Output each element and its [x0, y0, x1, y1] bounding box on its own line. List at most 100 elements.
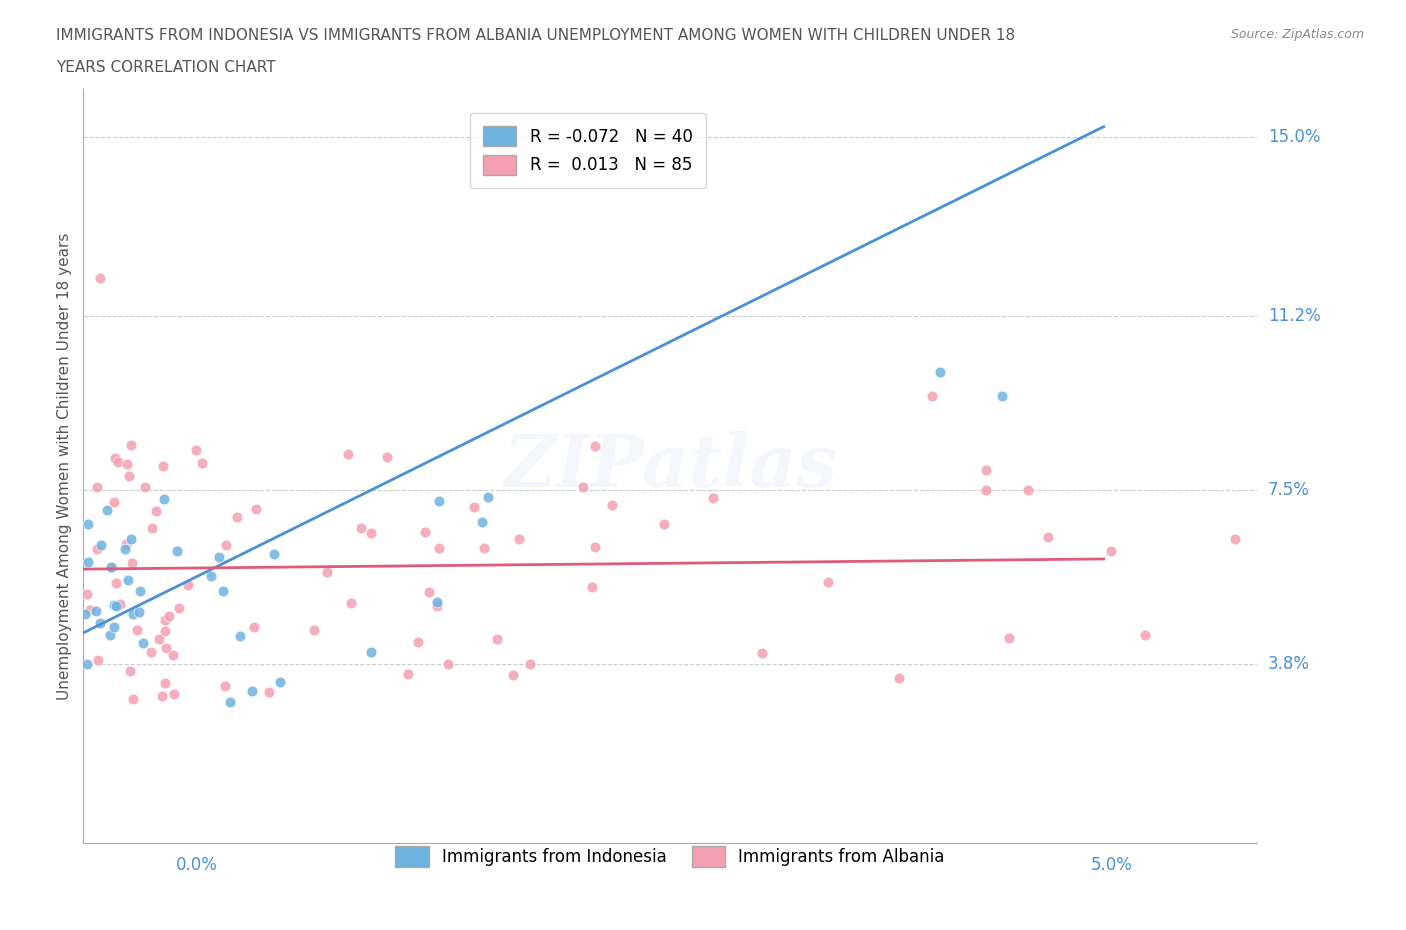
Point: [259, 684, 281, 699]
Point: [214, 678, 236, 693]
Point: [114, 542, 136, 557]
Text: Source: ZipAtlas.com: Source: ZipAtlas.com: [1230, 28, 1364, 41]
Point: [125, 622, 148, 637]
Point: [155, 641, 177, 656]
Point: [751, 645, 773, 660]
Point: [990, 388, 1012, 403]
Point: [702, 491, 724, 506]
Point: [89, 616, 111, 631]
Point: [212, 583, 235, 598]
Point: [418, 584, 440, 599]
Point: [176, 578, 198, 592]
Point: [350, 520, 373, 535]
Point: [191, 456, 214, 471]
Point: [413, 525, 436, 539]
Point: [163, 686, 186, 701]
Point: [162, 647, 184, 662]
Point: [226, 510, 249, 525]
Point: [76, 586, 98, 601]
Point: [583, 540, 606, 555]
Point: [77, 517, 100, 532]
Point: [1017, 483, 1039, 498]
Point: [436, 657, 458, 671]
Point: [477, 490, 499, 505]
Point: [817, 575, 839, 590]
Point: [114, 537, 136, 551]
Point: [86, 604, 108, 618]
Point: [121, 607, 143, 622]
Point: [120, 663, 142, 678]
Point: [974, 462, 997, 477]
Point: [117, 573, 139, 588]
Point: [340, 595, 363, 610]
Point: [108, 596, 131, 611]
Point: [974, 483, 997, 498]
Point: [153, 676, 176, 691]
Point: [139, 644, 162, 659]
Point: [150, 688, 173, 703]
Point: [1036, 529, 1059, 544]
Point: [472, 540, 495, 555]
Point: [79, 603, 101, 618]
Point: [166, 544, 188, 559]
Point: [105, 598, 128, 613]
Point: [118, 469, 141, 484]
Point: [360, 644, 382, 659]
Point: [429, 494, 451, 509]
Point: [485, 631, 508, 646]
Y-axis label: Unemployment Among Women with Children Under 18 years: Unemployment Among Women with Children U…: [58, 232, 72, 700]
Point: [115, 457, 138, 472]
Point: [1223, 531, 1246, 546]
Point: [887, 671, 910, 685]
Point: [1099, 544, 1122, 559]
Point: [921, 388, 943, 403]
Point: [86, 541, 108, 556]
Point: [100, 560, 122, 575]
Point: [103, 597, 125, 612]
Text: 15.0%: 15.0%: [1268, 127, 1320, 145]
Point: [148, 631, 170, 646]
Point: [1133, 628, 1156, 643]
Point: [269, 675, 291, 690]
Point: [145, 503, 167, 518]
Point: [128, 604, 150, 619]
Point: [129, 583, 152, 598]
Point: [786, 11, 808, 26]
Point: [519, 657, 541, 671]
Point: [471, 514, 494, 529]
Point: [426, 599, 449, 614]
Point: [86, 479, 108, 494]
Point: [153, 624, 176, 639]
Point: [87, 653, 110, 668]
Point: [508, 531, 530, 546]
Point: [302, 623, 325, 638]
Point: [107, 454, 129, 469]
Point: [103, 619, 125, 634]
Point: [89, 271, 111, 286]
Point: [134, 480, 156, 495]
Point: [141, 520, 163, 535]
Text: 11.2%: 11.2%: [1268, 307, 1320, 325]
Text: IMMIGRANTS FROM INDONESIA VS IMMIGRANTS FROM ALBANIA UNEMPLOYMENT AMONG WOMEN WI: IMMIGRANTS FROM INDONESIA VS IMMIGRANTS …: [56, 28, 1015, 43]
Point: [184, 442, 207, 457]
Point: [208, 550, 231, 565]
Point: [122, 692, 145, 707]
Text: ZIPatlas: ZIPatlas: [503, 431, 837, 502]
Point: [103, 495, 125, 510]
Point: [581, 579, 603, 594]
Point: [396, 667, 419, 682]
Legend: Immigrants from Indonesia, Immigrants from Albania: Immigrants from Indonesia, Immigrants fr…: [382, 833, 957, 880]
Point: [200, 569, 222, 584]
Point: [96, 502, 118, 517]
Point: [427, 540, 450, 555]
Point: [572, 480, 595, 495]
Point: [360, 526, 382, 541]
Point: [245, 501, 267, 516]
Point: [98, 628, 121, 643]
Point: [121, 556, 143, 571]
Point: [1253, 619, 1275, 634]
Point: [76, 657, 98, 671]
Point: [375, 449, 398, 464]
Point: [219, 694, 242, 709]
Point: [90, 538, 112, 552]
